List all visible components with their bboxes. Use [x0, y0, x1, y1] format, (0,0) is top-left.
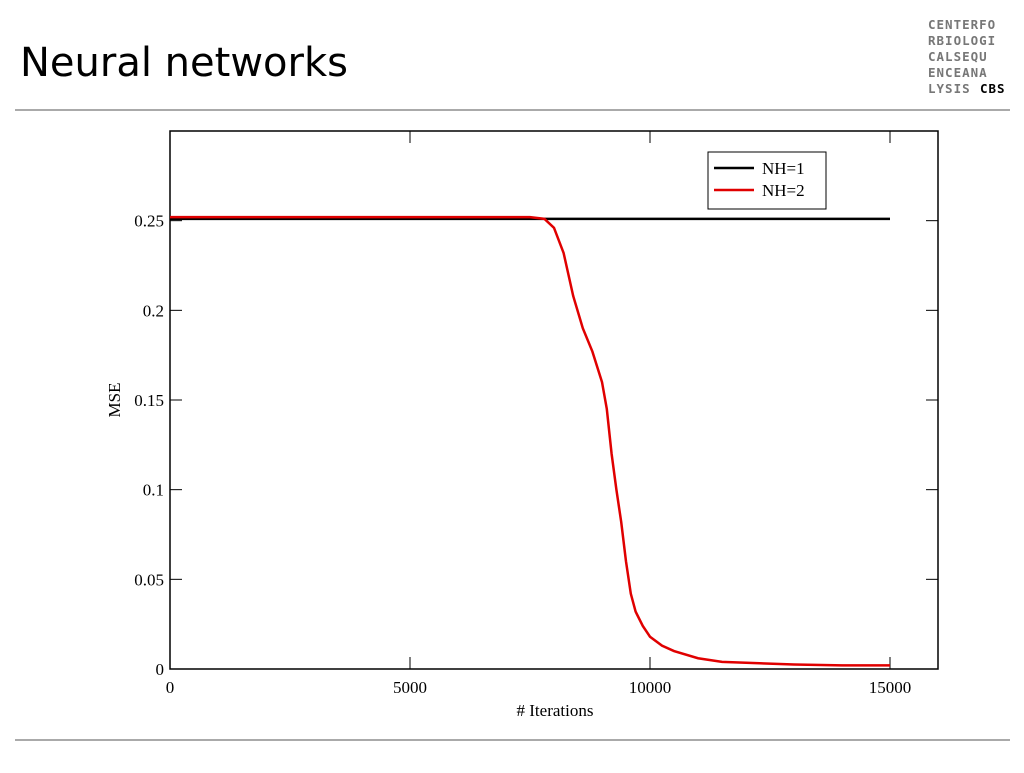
logo: CENTERFO RBIOLOGI CALSEQU ENCEANA LYSIS … [928, 17, 1006, 96]
y-tick-label: 0 [156, 660, 165, 679]
legend-label: NH=2 [762, 181, 805, 200]
legend-label: NH=1 [762, 159, 805, 178]
y-tick-label: 0.2 [143, 301, 164, 320]
slide-title: Neural networks [20, 40, 348, 86]
legend-box [707, 151, 827, 210]
y-tick-label: 0.05 [134, 570, 164, 589]
y-axis-label: MSE [105, 383, 124, 418]
x-tick-label: 5000 [393, 678, 427, 697]
x-tick-label: 15000 [869, 678, 912, 697]
plot-frame [169, 130, 939, 670]
logo-line: LYSIS [928, 81, 971, 96]
y-tick-label: 0.1 [143, 481, 164, 500]
logo-line: ENCEANA [928, 65, 988, 80]
series-line [170, 215, 890, 667]
x-tick-label: 10000 [629, 678, 672, 697]
x-axis-label: # Iterations [517, 701, 594, 720]
x-tick-label: 0 [166, 678, 175, 697]
logo-line: CENTERFO [928, 17, 996, 32]
y-tick-label: 0.15 [134, 391, 164, 410]
logo-bold: CBS [980, 81, 1006, 96]
y-tick-label: 0.25 [134, 212, 164, 231]
logo-line: CALSEQU [928, 49, 988, 64]
logo-line: RBIOLOGI [928, 33, 996, 48]
